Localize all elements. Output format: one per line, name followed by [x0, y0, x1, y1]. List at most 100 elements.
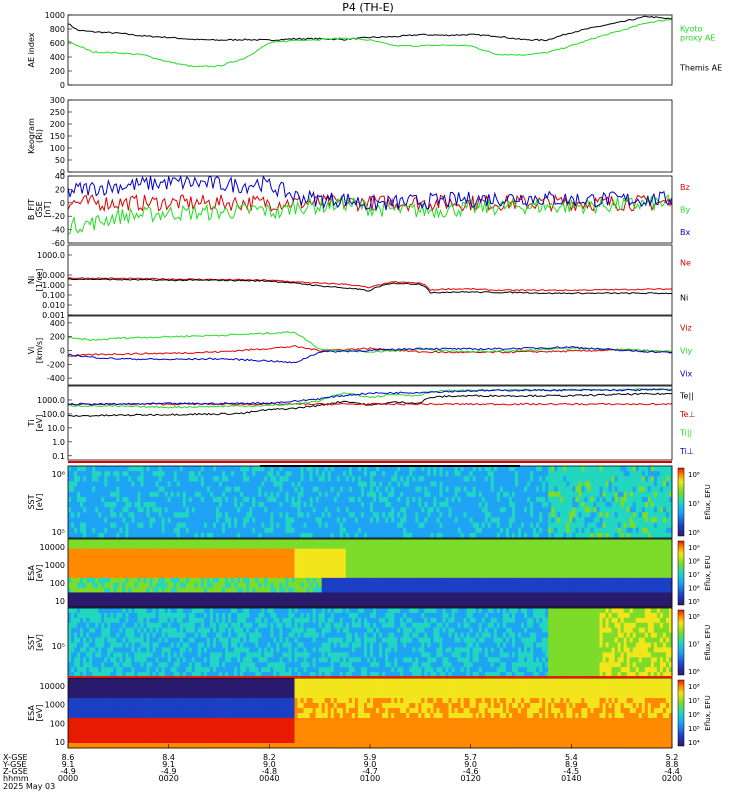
spectrogram-cell — [107, 527, 111, 534]
spectrogram-cell — [351, 517, 356, 523]
spectrogram-cell — [348, 553, 353, 559]
spectrogram-cell — [92, 466, 96, 472]
spectrogram-cell — [77, 602, 81, 608]
spectrogram-cell — [285, 507, 289, 513]
spectrogram-cell — [318, 532, 323, 539]
spectrogram-cell — [113, 539, 117, 545]
spectrogram-cell — [602, 466, 606, 472]
spectrogram-cell — [288, 466, 292, 472]
spectrogram-cell — [200, 573, 205, 579]
spectrogram-cell — [194, 563, 199, 569]
spectrogram-cell — [363, 466, 368, 472]
spectrogram-cell — [433, 553, 437, 559]
spectrogram-cell — [155, 587, 159, 593]
spectrogram-cell — [107, 539, 111, 545]
spectrogram-cell — [95, 597, 99, 603]
spectrogram-cell — [170, 512, 175, 518]
spectrogram-cell — [161, 517, 166, 523]
spectrogram-cell — [517, 517, 522, 523]
spectrogram-cell — [424, 563, 428, 569]
spectrogram-cell — [650, 532, 655, 539]
spectrogram-cell — [125, 539, 129, 545]
spectrogram-cell — [587, 502, 591, 508]
spectrogram-cell — [77, 553, 81, 559]
spectrogram-cell — [225, 517, 229, 523]
spectrogram-cell — [596, 471, 600, 477]
spectrogram-cell — [632, 527, 637, 534]
spectrogram-cell — [146, 502, 150, 508]
spectrogram-cell — [173, 602, 178, 608]
spectrogram-cell — [490, 522, 495, 529]
spectrogram-cell — [95, 602, 99, 608]
spectrogram-cell — [104, 553, 108, 559]
spectrogram-cell — [409, 597, 413, 603]
spectrogram-cell — [442, 532, 446, 539]
spectrogram-cell — [240, 502, 244, 508]
series-viz — [67, 345, 673, 357]
spectrogram-cell — [215, 563, 220, 569]
spectrogram-cell — [533, 507, 537, 513]
spectrogram-cell — [255, 543, 259, 550]
spectrogram-cell — [276, 602, 280, 608]
spectrogram-cell — [421, 476, 425, 482]
spectrogram-cell — [382, 563, 386, 569]
spectrogram-cell — [246, 553, 250, 559]
spectrogram-cell — [89, 512, 93, 518]
spectrogram-cell — [113, 597, 117, 603]
spectrogram-cell — [194, 587, 199, 593]
spectrogram-cell — [300, 558, 304, 564]
spectrogram-cell — [430, 592, 434, 598]
spectrogram-cell — [502, 597, 507, 603]
spectrogram-cell — [71, 532, 75, 539]
spectrogram-cell — [104, 466, 108, 472]
spectrogram-cell — [502, 543, 507, 550]
spectrogram-cell — [505, 602, 510, 608]
spectrogram-cell — [110, 582, 114, 588]
spectrogram-cell — [140, 486, 144, 493]
colorbar-sst_e — [677, 467, 685, 537]
spectrogram-cell — [469, 496, 474, 503]
spectrogram-cell — [502, 602, 507, 608]
spectrogram-cell — [478, 496, 483, 503]
spectrogram-cell — [560, 512, 564, 518]
spectrogram-cell — [524, 512, 528, 518]
spectrogram-cell — [611, 466, 616, 472]
spectrogram-cell — [493, 577, 498, 584]
spectrogram-cell — [668, 491, 673, 498]
spectrogram-cell — [315, 577, 320, 584]
spectrogram-cell — [246, 568, 250, 574]
spectrogram-cell — [539, 502, 543, 508]
spectrogram-cell — [249, 522, 253, 529]
spectrogram-cell — [632, 471, 637, 477]
spectrogram-cell — [336, 543, 341, 550]
spectrogram-cell — [505, 597, 510, 603]
spectrogram-cell — [134, 577, 138, 584]
spectrogram-cell — [231, 553, 235, 559]
spectrogram-cell — [454, 553, 458, 559]
spectrogram-cell — [231, 558, 235, 564]
spectrogram-cell — [484, 527, 489, 534]
spectrogram-cell — [448, 532, 452, 539]
spectrogram-cell — [212, 471, 217, 477]
spectrogram-cell — [665, 476, 670, 482]
panel-ae-ytick: 200 — [50, 67, 65, 76]
spectrogram-cell — [394, 597, 398, 603]
spectrogram-cell — [569, 507, 573, 513]
spectrogram-cell — [638, 471, 643, 477]
spectrogram-cell — [231, 577, 235, 584]
spectrogram-cell — [379, 527, 383, 534]
spectrogram-cell — [433, 486, 437, 493]
spectrogram-cell — [490, 573, 495, 579]
spectrogram-cell — [397, 587, 401, 593]
spectrogram-cell — [243, 597, 247, 603]
spectrogram-cell — [243, 543, 247, 550]
spectrogram-cell — [291, 568, 295, 574]
spectrogram-cell — [406, 597, 410, 603]
spectrogram-cell — [134, 476, 138, 482]
spectrogram-cell — [430, 532, 434, 539]
spectrogram-cell — [388, 532, 392, 539]
spectrogram-cell — [379, 522, 383, 529]
spectrogram-cell — [421, 471, 425, 477]
spectrogram-cell — [149, 496, 153, 503]
spectrogram-cell — [191, 548, 196, 554]
